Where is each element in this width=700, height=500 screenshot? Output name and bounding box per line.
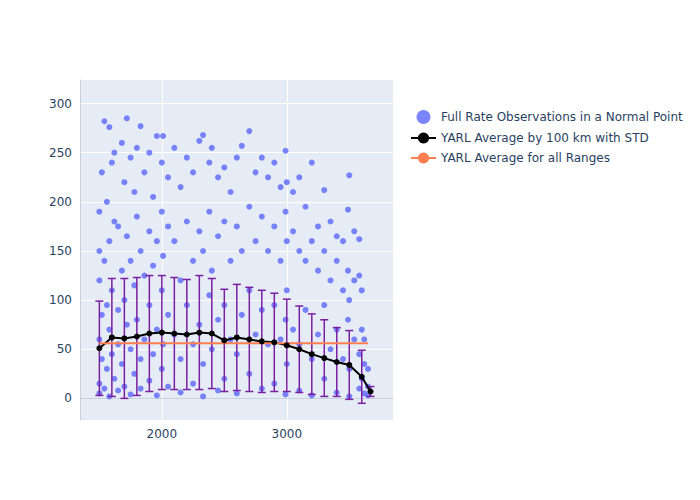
svg-text:100: 100 (49, 293, 72, 307)
svg-text:150: 150 (49, 244, 72, 258)
svg-text:Full Rate Observations in a No: Full Rate Observations in a Normal Point (441, 110, 683, 124)
svg-text:250: 250 (49, 146, 72, 160)
svg-text:YARL Average for all Ranges: YARL Average for all Ranges (440, 151, 610, 165)
svg-text:0: 0 (64, 391, 72, 405)
svg-text:2000: 2000 (147, 427, 178, 441)
svg-text:50: 50 (57, 342, 72, 356)
svg-text:3000: 3000 (272, 427, 303, 441)
svg-text:200: 200 (49, 195, 72, 209)
svg-text:YARL Average by 100 km with ST: YARL Average by 100 km with STD (440, 131, 649, 145)
svg-text:300: 300 (49, 97, 72, 111)
